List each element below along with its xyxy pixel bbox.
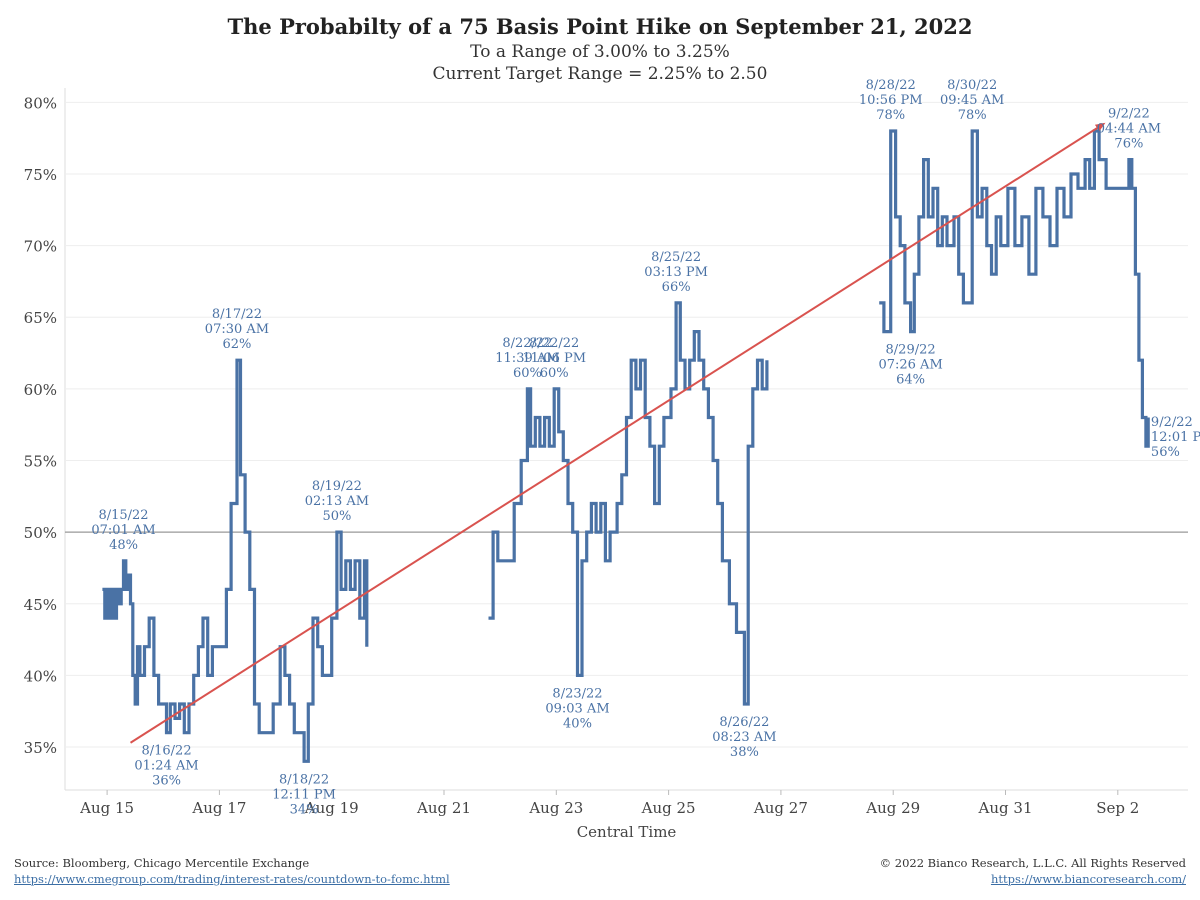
annotation-label: 07:26 AM — [878, 358, 942, 373]
annotation-label: 09:03 AM — [545, 701, 609, 716]
annotation-label: 11:06 PM — [522, 351, 586, 366]
annotation-label: 11:39 AM — [495, 351, 559, 366]
trend-arrow — [129, 122, 1106, 744]
annotation-label: 07:30 AM — [205, 322, 269, 337]
annotation-label: 10:56 PM — [859, 93, 923, 108]
website-link[interactable]: https://www.biancoresearch.com/ — [990, 872, 1186, 886]
chart-subtitle-range: To a Range of 3.00% to 3.25% — [470, 42, 730, 62]
annotation-label: 8/16/22 — [141, 744, 191, 759]
annotation-label: 40% — [563, 716, 592, 731]
annotation-label: 8/28/22 — [866, 78, 916, 93]
annotation-label: 34% — [290, 802, 319, 817]
chart-title: The Probabilty of a 75 Basis Point Hike … — [227, 14, 973, 39]
source-note: Source: Bloomberg, Chicago Mercentile Ex… — [14, 856, 310, 870]
annotation-label: 12:01 PM — [1151, 430, 1200, 445]
x-tick-label: Aug 15 — [79, 799, 134, 817]
annotation-label: 78% — [876, 108, 905, 123]
annotation-label: 01:24 AM — [134, 759, 198, 774]
x-tick-label: Aug 27 — [753, 799, 808, 817]
annotation-label: 8/19/22 — [312, 479, 362, 494]
annotation-label: 03:13 PM — [644, 265, 708, 280]
annotation-label: 8/30/22 — [947, 78, 997, 93]
annotation-label: 60% — [513, 366, 542, 381]
annotation-label: 8/15/22 — [98, 508, 148, 523]
chart-subtitle-current-target: Current Target Range = 2.25% to 2.50 — [432, 64, 768, 84]
y-tick-label: 60% — [24, 381, 57, 399]
y-tick-label: 40% — [24, 667, 57, 685]
annotation-label: 8/17/22 — [212, 307, 262, 322]
x-tick-label: Aug 31 — [978, 799, 1033, 817]
annotation-label: 08:23 AM — [712, 730, 776, 745]
x-tick-label: Aug 19 — [304, 799, 359, 817]
annotation-label: 8/25/22 — [651, 250, 701, 265]
y-tick-label: 75% — [24, 166, 57, 184]
x-tick-label: Aug 25 — [641, 799, 696, 817]
annotation-label: 8/26/22 — [719, 715, 769, 730]
annotation-label: 8/22/22 — [529, 336, 579, 351]
annotation-label: 60% — [540, 366, 569, 381]
annotation-label: 76% — [1114, 137, 1143, 152]
annotation-label: 8/18/22 — [279, 772, 329, 787]
annotation-label: 62% — [223, 337, 252, 352]
annotation-label: 64% — [896, 373, 925, 388]
annotation-label: 09:45 AM — [940, 93, 1004, 108]
y-tick-label: 45% — [24, 596, 57, 614]
x-tick-label: Aug 23 — [528, 799, 583, 817]
y-tick-label: 70% — [24, 238, 57, 256]
annotation-label: 02:13 AM — [305, 494, 369, 509]
annotation-label: 36% — [152, 774, 181, 789]
x-tick-label: Aug 17 — [191, 799, 246, 817]
annotation-label: 78% — [958, 108, 987, 123]
y-tick-label: 80% — [24, 94, 57, 112]
probability-series-line — [879, 129, 1150, 448]
y-tick-label: 35% — [24, 739, 57, 757]
annotation-label: 8/29/22 — [886, 343, 936, 358]
x-tick-label: Aug 29 — [865, 799, 920, 817]
annotation-label: 50% — [322, 509, 351, 524]
annotation-label: 56% — [1151, 445, 1180, 460]
annotation-label: 12:11 PM — [272, 787, 336, 802]
x-tick-label: Aug 21 — [416, 799, 471, 817]
source-link[interactable]: https://www.cmegroup.com/trading/interes… — [14, 872, 450, 886]
annotation-label: 07:01 AM — [91, 523, 155, 538]
probability-series-line — [102, 358, 369, 763]
annotation-label: 48% — [109, 538, 138, 553]
annotation-label: 66% — [662, 280, 691, 295]
copyright-note: © 2022 Bianco Research, L.L.C. All Right… — [879, 856, 1186, 870]
annotation-label: 38% — [730, 745, 759, 760]
x-axis-label: Central Time — [577, 823, 677, 841]
y-tick-label: 55% — [24, 452, 57, 470]
probability-series-line — [488, 301, 769, 706]
y-tick-label: 50% — [24, 524, 57, 542]
annotation-label: 9/2/22 — [1151, 415, 1193, 430]
annotation-label: 8/22/22 — [502, 336, 552, 351]
y-tick-label: 65% — [24, 309, 57, 327]
annotation-label: 9/2/22 — [1108, 107, 1150, 122]
annotation-label: 04:44 AM — [1097, 122, 1161, 137]
annotation-label: 8/23/22 — [552, 686, 602, 701]
x-tick-label: Sep 2 — [1096, 799, 1139, 817]
